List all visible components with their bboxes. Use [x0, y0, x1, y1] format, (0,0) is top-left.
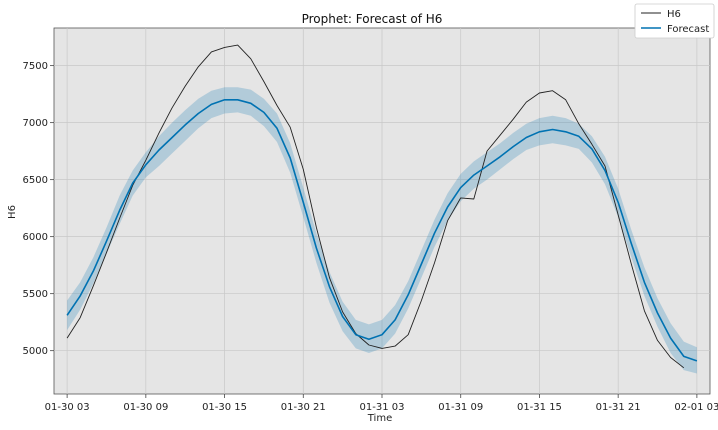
x-tick-label: 01-30 03: [45, 402, 90, 413]
x-tick-label: 01-31 09: [438, 402, 483, 413]
y-axis-label: H6: [7, 205, 18, 219]
x-tick-label: 01-31 03: [360, 402, 405, 413]
y-tick-label: 5500: [23, 289, 48, 300]
grid-lines: [54, 28, 710, 394]
y-tick-label: 6500: [23, 175, 48, 186]
x-tick-label: 01-31 15: [517, 402, 562, 413]
chart-title: Prophet: Forecast of H6: [302, 12, 443, 26]
y-tick-label: 6000: [23, 232, 48, 243]
x-tick-label: 02-01 03: [674, 402, 718, 413]
y-tick-label: 7000: [23, 118, 48, 129]
legend: H6 Forecast: [634, 3, 715, 39]
y-tick-label: 7500: [23, 61, 48, 72]
series-lines: [66, 44, 698, 369]
x-tick-label: 01-30 09: [123, 402, 168, 413]
series-line-h6: [66, 44, 685, 369]
x-axis-ticks: 01-30 03 01-30 09 01-30 15 01-30 21 01-31 03…: [45, 394, 718, 413]
legend-forecast-label: Forecast: [667, 24, 709, 35]
x-tick-label: 01-30 21: [281, 402, 326, 413]
y-axis-ticks: 5000 5500 6000 6500 7000 7500: [23, 61, 54, 357]
legend-h6-label: H6: [667, 9, 681, 20]
series-line-forecast: [66, 99, 698, 362]
x-tick-label: 01-31 21: [596, 402, 641, 413]
x-tick-label: 01-30 15: [202, 402, 247, 413]
y-tick-label: 5000: [23, 346, 48, 357]
x-axis-label: Time: [367, 413, 392, 424]
